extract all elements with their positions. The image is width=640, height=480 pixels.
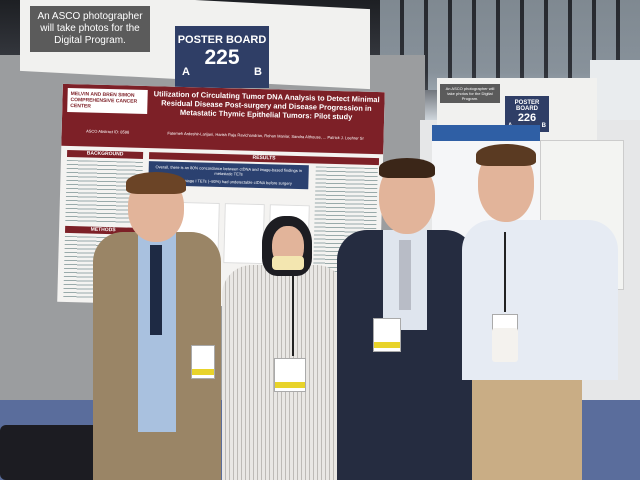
person-white-shirt bbox=[460, 142, 620, 480]
person-hijab bbox=[218, 210, 348, 480]
side-b: B bbox=[254, 66, 262, 78]
section-background: BACKGROUND bbox=[66, 149, 144, 159]
black-handbag bbox=[0, 425, 110, 480]
person-navy-suit bbox=[335, 158, 477, 480]
name-badge bbox=[373, 318, 401, 352]
hair bbox=[379, 158, 435, 178]
tie bbox=[399, 240, 411, 310]
side-a: A bbox=[182, 66, 190, 78]
photographer-note: An ASCO photographer will take photos fo… bbox=[30, 6, 150, 52]
khaki-pants bbox=[472, 380, 582, 480]
side-b: B bbox=[541, 123, 546, 129]
face-mask bbox=[272, 256, 304, 270]
name-badge bbox=[274, 358, 306, 392]
photographer-note-right: An ASCO photographer will take photos fo… bbox=[440, 84, 500, 103]
lanyard bbox=[292, 276, 294, 356]
sign-title: POSTER BOARD bbox=[514, 100, 540, 112]
sign-title: POSTER BOARD bbox=[177, 34, 267, 46]
hair bbox=[126, 172, 186, 194]
navy-tie bbox=[150, 245, 162, 335]
sign-number: 226 bbox=[517, 112, 537, 124]
hair bbox=[476, 144, 536, 166]
coffee-cup bbox=[492, 328, 518, 362]
lanyard bbox=[504, 232, 506, 312]
name-badge bbox=[191, 345, 215, 379]
institution-logo: MELVIN AND BREN SIMON COMPREHENSIVE CANC… bbox=[67, 87, 148, 115]
person-tan-blazer bbox=[88, 170, 223, 480]
poster-board-sign-225: POSTER BOARD 225 A B bbox=[175, 26, 269, 88]
sign-number: 225 bbox=[204, 46, 240, 69]
white-shirt bbox=[462, 220, 618, 380]
